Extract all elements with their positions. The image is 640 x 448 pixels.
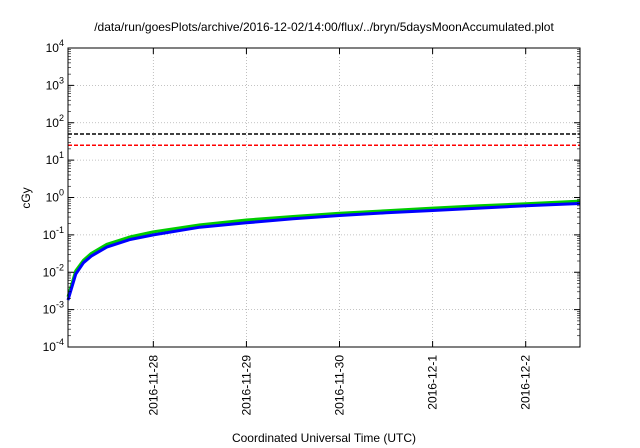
series-line-2 [66,202,581,301]
y-tick-labels: 10-4 10-3 10-2 10-1 100 101 102 103 104 [43,38,64,354]
x-tick-label: 2016-12-1 [426,355,440,410]
x-tick-labels: 2016-11-28 2016-11-29 2016-11-30 2016-12-1 2… [146,355,532,416]
y-tick-label: 104 [46,38,64,55]
grid [68,48,580,347]
y-tick-label: 10-1 [43,225,64,242]
y-tick-label: 10-4 [43,337,64,354]
series-line-1 [66,199,581,298]
y-tick-label: 100 [46,188,64,205]
y-axis-label: cGy [19,187,33,208]
x-tick-label: 2016-11-28 [146,355,160,416]
x-tick-label: 2016-11-29 [239,355,253,416]
y-tick-label: 103 [46,75,64,92]
x-tick-label: 2016-12-2 [519,355,533,410]
series-lines [66,199,581,301]
y-tick-label: 102 [46,113,64,130]
y-tick-label: 10-2 [43,262,64,279]
x-axis-label: Coordinated Universal Time (UTC) [232,431,416,445]
y-tick-label: 101 [46,150,64,167]
reference-lines [68,133,580,147]
x-tick-label: 2016-11-30 [333,355,347,416]
chart-title: /data/run/goesPlots/archive/2016-12-02/1… [94,20,554,34]
y-tick-label: 10-3 [43,300,64,317]
axis-ticks [68,47,580,348]
